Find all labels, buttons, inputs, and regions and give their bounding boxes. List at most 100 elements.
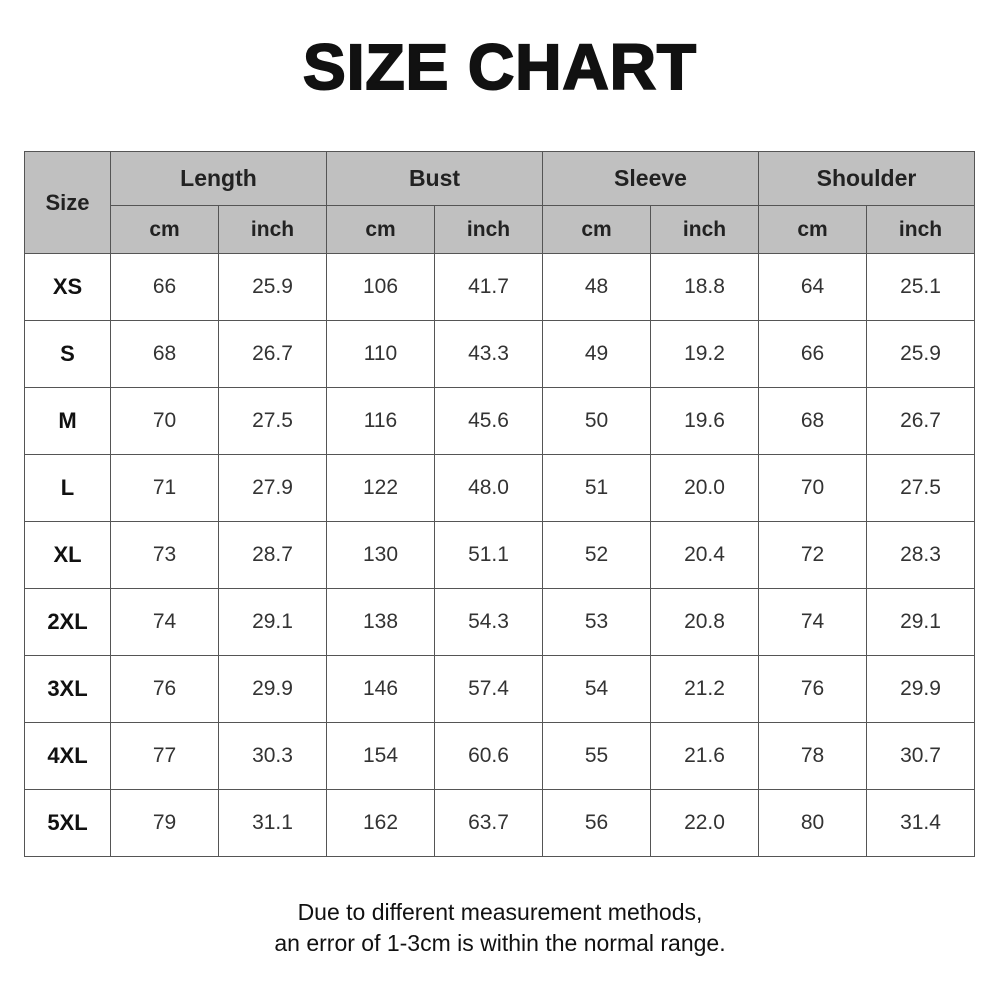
- cell-shoulder-cm: 74: [758, 588, 867, 656]
- cell-length-inch: 31.1: [218, 789, 327, 857]
- header-row-groups: Size Length Bust Sleeve Shoulder: [24, 151, 976, 254]
- cell-sleeve-cm: 52: [542, 521, 651, 589]
- size-label: XL: [24, 521, 111, 589]
- cell-shoulder-cm: 78: [758, 722, 867, 790]
- cell-length-inch: 30.3: [218, 722, 327, 790]
- cell-bust-cm: 122: [326, 454, 435, 522]
- unit-header-inch: inch: [434, 205, 543, 254]
- size-table: Size Length Bust Sleeve Shoulder cm inch cm in…: [24, 151, 976, 857]
- cell-length-cm: 71: [110, 454, 219, 522]
- cell-bust-cm: 154: [326, 722, 435, 790]
- group-header-sleeve: Sleeve: [542, 151, 759, 206]
- cell-bust-inch: 54.3: [434, 588, 543, 656]
- note-line-2: an error of 1-3cm is within the normal r…: [274, 930, 726, 956]
- cell-length-inch: 26.7: [218, 320, 327, 388]
- cell-sleeve-cm: 55: [542, 722, 651, 790]
- cell-length-inch: 27.9: [218, 454, 327, 522]
- table-row: 3XL 76 29.9 146 57.4 54 21.2 76 29.9: [24, 655, 976, 723]
- cell-shoulder-inch: 27.5: [865, 454, 976, 522]
- cell-shoulder-cm: 72: [758, 521, 867, 589]
- cell-bust-inch: 57.4: [434, 655, 543, 723]
- cell-sleeve-cm: 48: [542, 253, 651, 321]
- cell-length-cm: 74: [110, 588, 219, 656]
- cell-shoulder-inch: 25.9: [865, 320, 976, 388]
- cell-sleeve-cm: 49: [542, 320, 651, 388]
- cell-bust-cm: 130: [326, 521, 435, 589]
- cell-sleeve-cm: 54: [542, 655, 651, 723]
- unit-header-inch: inch: [865, 205, 976, 254]
- unit-header-cm: cm: [326, 205, 435, 254]
- cell-length-cm: 70: [110, 387, 219, 455]
- size-header: Size: [24, 151, 111, 254]
- cell-length-inch: 27.5: [218, 387, 327, 455]
- cell-shoulder-inch: 31.4: [865, 789, 976, 857]
- cell-length-cm: 66: [110, 253, 219, 321]
- table-row: M 70 27.5 116 45.6 50 19.6 68 26.7: [24, 387, 976, 455]
- cell-length-cm: 76: [110, 655, 219, 723]
- cell-shoulder-inch: 30.7: [865, 722, 976, 790]
- cell-bust-inch: 51.1: [434, 521, 543, 589]
- group-header-shoulder: Shoulder: [757, 151, 976, 206]
- cell-bust-cm: 138: [326, 588, 435, 656]
- measurement-note: Due to different measurement methods, an…: [0, 897, 1000, 959]
- cell-length-inch: 29.9: [218, 655, 327, 723]
- size-label: 5XL: [24, 789, 111, 857]
- cell-sleeve-inch: 21.2: [650, 655, 759, 723]
- cell-bust-inch: 45.6: [434, 387, 543, 455]
- cell-sleeve-inch: 20.0: [650, 454, 759, 522]
- unit-header-inch: inch: [650, 205, 759, 254]
- table-row: S 68 26.7 110 43.3 49 19.2 66 25.9: [24, 320, 976, 388]
- size-label: L: [24, 454, 111, 522]
- cell-shoulder-inch: 29.9: [865, 655, 976, 723]
- cell-shoulder-cm: 68: [758, 387, 867, 455]
- cell-sleeve-cm: 56: [542, 789, 651, 857]
- cell-length-inch: 25.9: [218, 253, 327, 321]
- page-title: SIZE CHART: [302, 30, 697, 104]
- cell-sleeve-cm: 53: [542, 588, 651, 656]
- table-row: 4XL 77 30.3 154 60.6 55 21.6 78 30.7: [24, 722, 976, 790]
- note-line-1: Due to different measurement methods,: [297, 899, 703, 925]
- cell-bust-inch: 60.6: [434, 722, 543, 790]
- group-header-length: Length: [110, 151, 327, 206]
- cell-length-cm: 73: [110, 521, 219, 589]
- size-label: S: [24, 320, 111, 388]
- cell-shoulder-inch: 28.3: [865, 521, 976, 589]
- unit-header-inch: inch: [218, 205, 327, 254]
- cell-bust-inch: 43.3: [434, 320, 543, 388]
- cell-sleeve-inch: 20.4: [650, 521, 759, 589]
- cell-bust-inch: 63.7: [434, 789, 543, 857]
- size-label: 2XL: [24, 588, 111, 656]
- table-row: 5XL 79 31.1 162 63.7 56 22.0 80 31.4: [24, 789, 976, 857]
- cell-length-inch: 28.7: [218, 521, 327, 589]
- table-row: L 71 27.9 122 48.0 51 20.0 70 27.5: [24, 454, 976, 522]
- cell-shoulder-cm: 66: [758, 320, 867, 388]
- cell-shoulder-cm: 80: [758, 789, 867, 857]
- cell-bust-cm: 162: [326, 789, 435, 857]
- cell-bust-cm: 106: [326, 253, 435, 321]
- cell-sleeve-cm: 50: [542, 387, 651, 455]
- cell-shoulder-inch: 25.1: [865, 253, 976, 321]
- cell-bust-inch: 48.0: [434, 454, 543, 522]
- unit-header-cm: cm: [542, 205, 651, 254]
- cell-shoulder-inch: 26.7: [865, 387, 976, 455]
- cell-sleeve-inch: 19.6: [650, 387, 759, 455]
- cell-sleeve-cm: 51: [542, 454, 651, 522]
- cell-shoulder-cm: 70: [758, 454, 867, 522]
- unit-header-cm: cm: [758, 205, 867, 254]
- cell-bust-inch: 41.7: [434, 253, 543, 321]
- cell-bust-cm: 146: [326, 655, 435, 723]
- group-header-bust: Bust: [326, 151, 543, 206]
- cell-shoulder-cm: 76: [758, 655, 867, 723]
- table-row: 2XL 74 29.1 138 54.3 53 20.8 74 29.1: [24, 588, 976, 656]
- cell-sleeve-inch: 20.8: [650, 588, 759, 656]
- cell-bust-cm: 116: [326, 387, 435, 455]
- table-row: XL 73 28.7 130 51.1 52 20.4 72 28.3: [24, 521, 976, 589]
- cell-sleeve-inch: 18.8: [650, 253, 759, 321]
- size-label: XS: [24, 253, 111, 321]
- cell-length-cm: 68: [110, 320, 219, 388]
- unit-header-cm: cm: [110, 205, 219, 254]
- size-label: 4XL: [24, 722, 111, 790]
- cell-length-cm: 77: [110, 722, 219, 790]
- table-row: XS 66 25.9 106 41.7 48 18.8 64 25.1: [24, 253, 976, 321]
- size-label: 3XL: [24, 655, 111, 723]
